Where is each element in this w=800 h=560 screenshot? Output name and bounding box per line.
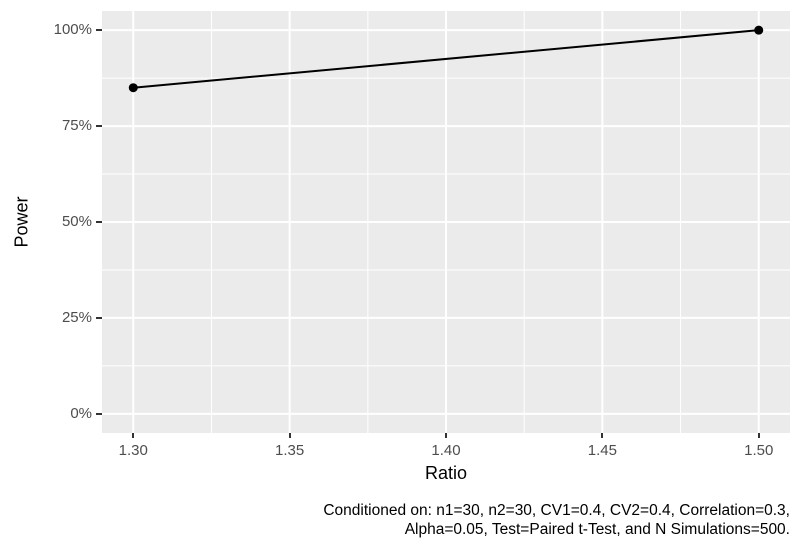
y-tick-mark <box>96 29 102 32</box>
x-tick-label: 1.30 <box>118 442 148 459</box>
y-tick-label: 0% <box>70 404 92 422</box>
x-tick-mark <box>445 433 447 438</box>
x-tick-label: 1.50 <box>744 442 774 459</box>
y-tick-mark <box>96 125 102 128</box>
caption-line-2: Alpha=0.05, Test=Paired t-Test, and N Si… <box>404 521 790 538</box>
y-tick-mark <box>96 316 102 319</box>
plot-panel <box>102 11 790 433</box>
y-tick-label: 25% <box>61 308 92 326</box>
plot-caption: Conditioned on: n1=30, n2=30, CV1=0.4, C… <box>10 501 790 539</box>
x-tick-mark <box>132 433 135 438</box>
y-tick-label: 75% <box>61 117 92 135</box>
caption-line-1: Conditioned on: n1=30, n2=30, CV1=0.4, C… <box>323 502 790 519</box>
y-tick-label: 50% <box>61 213 92 230</box>
plot-canvas <box>102 11 790 433</box>
x-tick-label: 1.40 <box>431 442 461 459</box>
y-tick-mark <box>96 412 102 415</box>
x-tick-mark <box>757 433 760 438</box>
series-line <box>133 29 759 89</box>
y-tick-mark <box>96 221 102 223</box>
y-tick-label: 100% <box>53 21 92 39</box>
x-tick-mark <box>288 433 291 438</box>
x-tick-mark <box>601 433 604 438</box>
x-tick-label: 1.45 <box>587 442 617 459</box>
x-axis-title: Ratio <box>424 463 468 483</box>
data-point <box>128 83 138 93</box>
x-tick-label: 1.35 <box>275 442 305 459</box>
data-point <box>754 25 764 35</box>
